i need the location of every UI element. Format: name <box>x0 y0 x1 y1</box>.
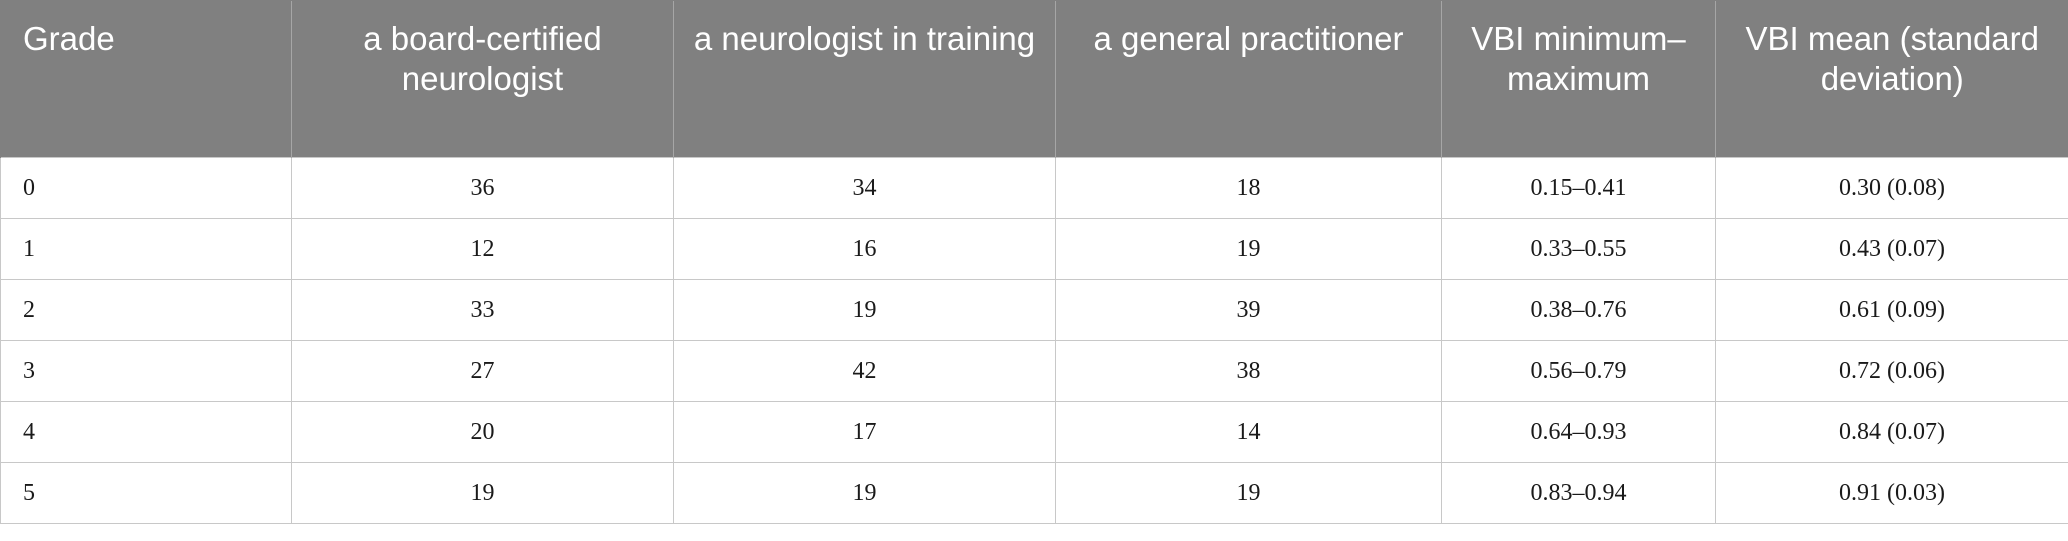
cell-board-certified: 12 <box>291 218 674 280</box>
cell-vbi-range: 0.64–0.93 <box>1441 401 1716 463</box>
cell-vbi-mean: 0.61 (0.09) <box>1715 279 2068 341</box>
header-board-certified-neurologist: a board-certified neurologist <box>291 0 674 158</box>
cell-general-practitioner: 38 <box>1055 340 1442 402</box>
cell-grade: 3 <box>0 340 292 402</box>
cell-board-certified: 20 <box>291 401 674 463</box>
header-grade: Grade <box>0 0 292 158</box>
header-neurologist-in-training: a neurologist in training <box>673 0 1056 158</box>
cell-vbi-range: 0.38–0.76 <box>1441 279 1716 341</box>
cell-general-practitioner: 39 <box>1055 279 1442 341</box>
cell-vbi-mean: 0.30 (0.08) <box>1715 157 2068 219</box>
cell-vbi-mean: 0.84 (0.07) <box>1715 401 2068 463</box>
cell-vbi-mean: 0.43 (0.07) <box>1715 218 2068 280</box>
cell-vbi-range: 0.15–0.41 <box>1441 157 1716 219</box>
cell-board-certified: 27 <box>291 340 674 402</box>
cell-vbi-range: 0.83–0.94 <box>1441 462 1716 524</box>
cell-general-practitioner: 18 <box>1055 157 1442 219</box>
header-row: Grade a board-certified neurologist a ne… <box>0 0 2068 158</box>
cell-grade: 0 <box>0 157 292 219</box>
cell-vbi-mean: 0.72 (0.06) <box>1715 340 2068 402</box>
table-row: 5 19 19 19 0.83–0.94 0.91 (0.03) <box>0 462 2068 524</box>
cell-grade: 2 <box>0 279 292 341</box>
cell-in-training: 42 <box>673 340 1056 402</box>
table-row: 1 12 16 19 0.33–0.55 0.43 (0.07) <box>0 218 2068 280</box>
table-body: 0 36 34 18 0.15–0.41 0.30 (0.08) 1 12 16… <box>0 157 2068 524</box>
table-row: 4 20 17 14 0.64–0.93 0.84 (0.07) <box>0 401 2068 463</box>
cell-vbi-range: 0.33–0.55 <box>1441 218 1716 280</box>
table-row: 0 36 34 18 0.15–0.41 0.30 (0.08) <box>0 157 2068 219</box>
cell-grade: 1 <box>0 218 292 280</box>
cell-board-certified: 19 <box>291 462 674 524</box>
cell-general-practitioner: 19 <box>1055 462 1442 524</box>
cell-in-training: 17 <box>673 401 1056 463</box>
cell-in-training: 34 <box>673 157 1056 219</box>
cell-grade: 4 <box>0 401 292 463</box>
cell-vbi-mean: 0.91 (0.03) <box>1715 462 2068 524</box>
header-general-practitioner: a general practitioner <box>1055 0 1442 158</box>
table-row: 3 27 42 38 0.56–0.79 0.72 (0.06) <box>0 340 2068 402</box>
table-row: 2 33 19 39 0.38–0.76 0.61 (0.09) <box>0 279 2068 341</box>
cell-vbi-range: 0.56–0.79 <box>1441 340 1716 402</box>
cell-board-certified: 36 <box>291 157 674 219</box>
cell-general-practitioner: 19 <box>1055 218 1442 280</box>
cell-in-training: 19 <box>673 462 1056 524</box>
grading-table: Grade a board-certified neurologist a ne… <box>0 0 2068 524</box>
cell-in-training: 19 <box>673 279 1056 341</box>
table-header: Grade a board-certified neurologist a ne… <box>0 0 2068 158</box>
header-vbi-mean-sd: VBI mean (standard deviation) <box>1715 0 2068 158</box>
cell-in-training: 16 <box>673 218 1056 280</box>
header-vbi-min-max: VBI minimum–maximum <box>1441 0 1716 158</box>
cell-general-practitioner: 14 <box>1055 401 1442 463</box>
cell-board-certified: 33 <box>291 279 674 341</box>
cell-grade: 5 <box>0 462 292 524</box>
